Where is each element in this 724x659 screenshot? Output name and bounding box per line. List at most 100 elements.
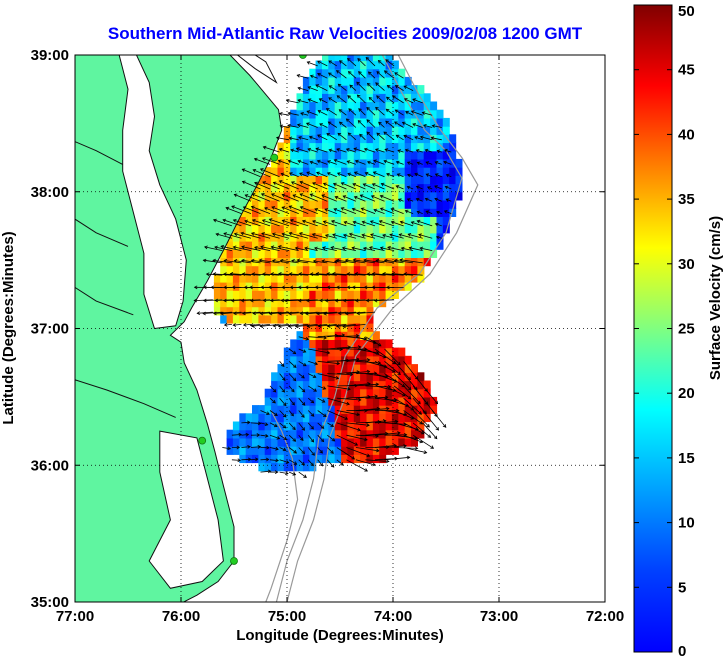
velocity-cell (347, 454, 355, 464)
velocity-cell (296, 380, 304, 390)
velocity-vector (244, 220, 261, 227)
velocity-cell (372, 454, 380, 464)
velocity-arrowhead (346, 285, 351, 290)
velocity-cell (366, 355, 374, 365)
velocity-arrowhead (317, 60, 321, 65)
velocity-arrowhead (364, 171, 369, 176)
velocity-cell (379, 282, 387, 291)
velocity-arrowhead (223, 322, 228, 327)
velocity-cell (334, 355, 342, 365)
velocity-vector (260, 324, 280, 327)
velocity-vector (269, 218, 290, 227)
velocity-cell (360, 109, 368, 119)
velocity-arrowhead (347, 95, 351, 99)
velocity-arrowhead (407, 233, 412, 237)
velocity-cell (252, 191, 259, 201)
velocity-cell (347, 282, 355, 291)
velocity-vector (297, 99, 309, 104)
velocity-arrowhead (273, 423, 278, 428)
velocity-cell (271, 388, 279, 398)
velocity-cell (264, 224, 272, 234)
velocity-arrowhead (366, 106, 370, 111)
velocity-cell (347, 109, 355, 119)
velocity-vector (347, 58, 357, 67)
velocity-vector (446, 174, 452, 178)
velocity-arrowhead (214, 298, 218, 303)
velocity-cell (258, 265, 266, 275)
velocity-arrowhead (357, 58, 361, 62)
velocity-cell (296, 191, 304, 201)
velocity-vector (253, 169, 271, 178)
velocity-vector (326, 273, 347, 276)
velocity-arrowhead (336, 148, 340, 152)
velocity-cell (417, 224, 425, 234)
velocity-vector (394, 434, 418, 439)
velocity-cell (302, 314, 310, 324)
velocity-arrowhead (374, 394, 379, 399)
velocity-cell (417, 158, 425, 168)
velocity-cell (360, 306, 368, 316)
colorbar-label: Surface Velocity (cm/s) (707, 216, 724, 380)
velocity-cell (360, 134, 368, 144)
velocity-arrowhead (202, 258, 207, 263)
velocity-arrowhead (320, 438, 325, 443)
velocity-cell (283, 241, 291, 250)
velocity-arrowhead (403, 134, 408, 139)
velocity-arrowhead (301, 374, 305, 379)
velocity-cell (315, 109, 323, 119)
velocity-arrowhead (364, 437, 368, 442)
velocity-cell (398, 421, 406, 431)
velocity-arrowhead (336, 285, 340, 290)
velocity-vector (327, 385, 351, 390)
velocity-vector (250, 299, 271, 301)
bathymetry-line (275, 55, 463, 602)
velocity-vector (269, 397, 276, 404)
velocity-arrowhead (356, 94, 361, 99)
velocity-arrowhead (363, 147, 368, 152)
velocity-arrowhead (373, 159, 377, 164)
velocity-cell (322, 282, 329, 291)
velocity-cell (315, 413, 323, 423)
velocity-cell (258, 216, 266, 226)
velocity-cell (360, 249, 368, 258)
velocity-vector (332, 273, 356, 276)
velocity-arrowhead (267, 469, 272, 474)
velocity-cell (328, 380, 336, 390)
river (75, 218, 129, 247)
velocity-arrowhead (261, 219, 266, 223)
velocity-arrowhead (292, 194, 297, 198)
velocity-vector (297, 160, 309, 165)
velocity-arrowhead (376, 95, 380, 99)
velocity-cell (309, 85, 317, 94)
velocity-vector (273, 324, 290, 327)
radar-stations (198, 55, 307, 565)
velocity-cell (430, 232, 438, 242)
velocity-arrowhead (358, 71, 362, 75)
velocity-cell (315, 249, 323, 258)
velocity-arrowhead (236, 445, 241, 450)
velocity-arrowhead (321, 399, 326, 403)
velocity-cell (347, 150, 355, 160)
velocity-vector (318, 110, 328, 116)
velocity-vector (269, 410, 278, 416)
velocity-cell (232, 249, 240, 258)
grid-lines (75, 55, 605, 602)
velocity-arrowhead (212, 218, 217, 223)
velocity-cell (372, 347, 380, 357)
velocity-vector (231, 434, 242, 436)
velocity-cell (436, 134, 444, 144)
velocity-cell (379, 216, 387, 226)
velocity-cell (264, 306, 272, 316)
velocity-cell (315, 364, 323, 373)
velocity-vector (374, 397, 397, 401)
velocity-cell (302, 150, 310, 160)
velocity-cell (398, 413, 406, 423)
velocity-arrowhead (421, 111, 426, 115)
velocity-cell (353, 364, 361, 373)
velocity-arrowhead (280, 363, 285, 367)
velocity-vector (403, 434, 423, 443)
velocity-cell (404, 257, 412, 267)
velocity-arrowhead (392, 388, 397, 392)
velocity-arrowhead (347, 57, 351, 62)
velocity-cell (398, 191, 406, 201)
